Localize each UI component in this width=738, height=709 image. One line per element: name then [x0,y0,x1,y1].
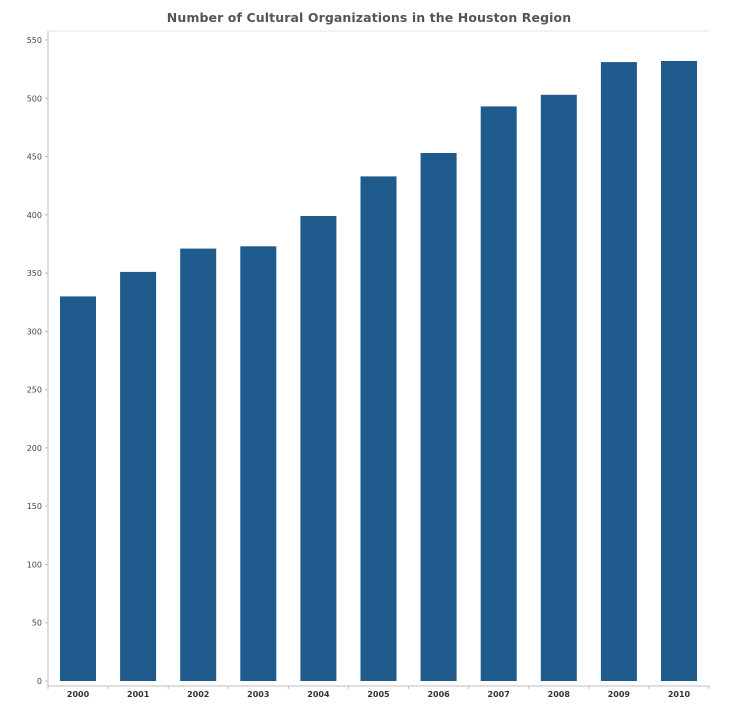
y-tick-label: 0 [37,677,42,686]
y-tick-label: 150 [27,502,42,511]
x-tick-label: 2009 [608,690,631,699]
x-tick-label: 2010 [668,690,691,699]
x-tick-label: 2002 [187,690,209,699]
bar-2001 [120,271,157,681]
y-tick-label: 350 [27,269,42,278]
bars [60,61,697,682]
bar-2009 [600,62,637,682]
x-tick-label: 2005 [367,690,390,699]
bar-2002 [180,248,217,681]
x-axis: 2000 2001 2002 2003 2004 2005 2006 2007 2008 2009… [47,685,710,699]
chart-title: Number of Cultural Organizations in the … [166,10,572,25]
bar-2006 [420,153,457,681]
bar-2010 [661,61,697,681]
y-tick-label: 100 [27,560,42,569]
bar-2005 [360,176,397,681]
bar-2004 [300,216,337,681]
x-tick-label: 2004 [307,690,330,699]
y-tick-label: 300 [27,327,42,336]
bar-2008 [540,94,577,682]
x-tick-label: 2006 [427,690,450,699]
y-tick-label: 250 [27,386,42,395]
y-axis: 0 50 100 150 200 250 300 350 400 450 500 550 [27,30,709,686]
x-tick-label: 2008 [548,690,571,699]
y-tick-label: 50 [32,619,42,628]
x-tick-label: 2003 [247,690,269,699]
y-tick-label: 450 [27,153,42,162]
bar-2003 [240,246,277,682]
x-tick-label: 2001 [127,690,150,699]
bar-2000 [60,296,96,681]
y-tick-label: 200 [27,444,42,453]
bar-2007 [480,106,517,681]
y-tick-label: 500 [27,94,42,103]
y-tick-label: 550 [27,36,42,45]
x-tick-label: 2000 [67,690,90,699]
x-tick-label: 2007 [488,690,510,699]
y-tick-label: 400 [27,211,42,220]
